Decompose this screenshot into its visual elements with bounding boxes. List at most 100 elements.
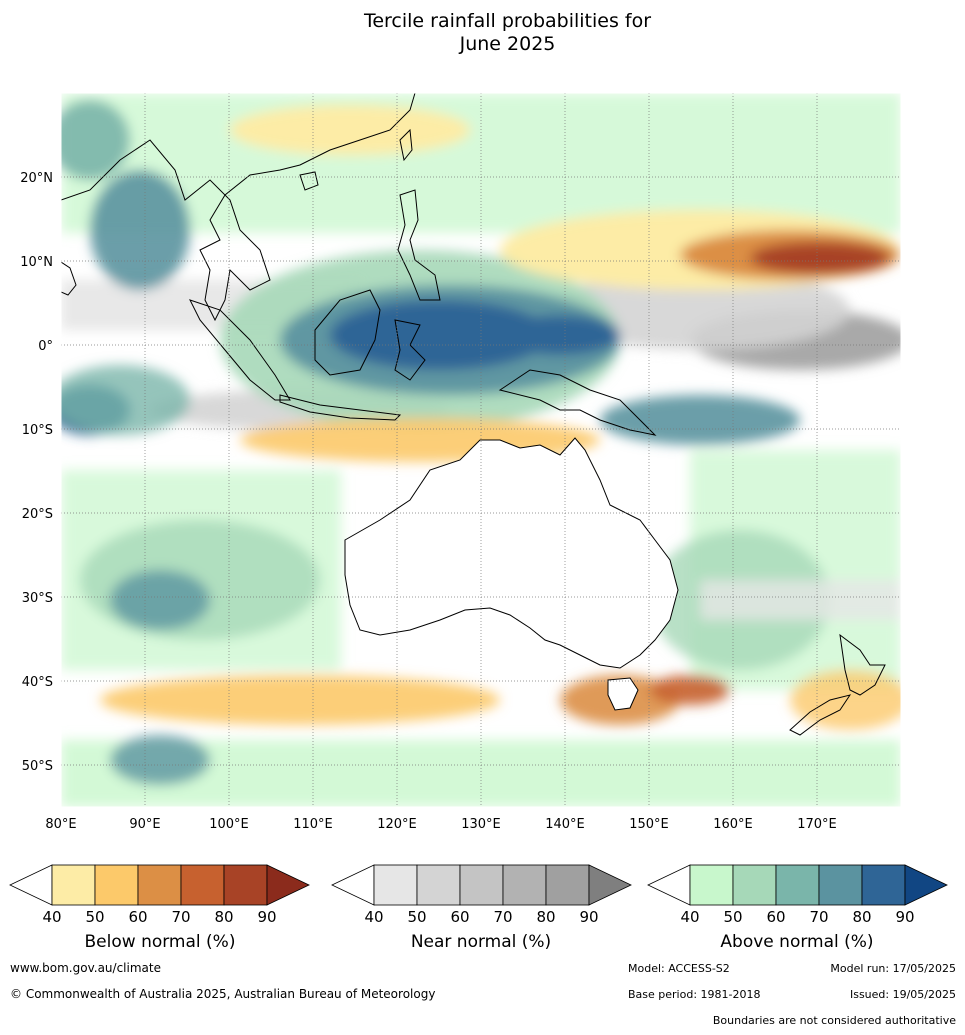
gridlines [60,93,901,807]
latitude-label: 10°S [22,423,53,438]
colorbar-near-tick-label: 40 [364,908,383,926]
borneo-outline [314,289,381,376]
latitude-label: 0° [38,339,53,354]
latitude-label: 20°S [22,507,53,522]
field-teal-png [600,395,800,445]
field-grey-tasman [700,580,901,620]
sri-lanka-outline [61,261,77,296]
colorbar-below-segment [223,864,268,906]
colorbar-below-low-extension [9,864,53,906]
footer-copyright: © Commonwealth of Australia 2025, Austra… [10,987,436,1001]
longitude-label: 100°E [209,817,249,832]
colorbar-below-segment [51,864,96,906]
longitude-label: 120°E [377,817,417,832]
longitude-labels: 80°E 90°E 100°E 110°E 120°E 130°E 140°E 150°E 16… [45,817,836,832]
latitude-label: 40°S [22,675,53,690]
field-yellow-south [100,675,500,725]
colorbar-above-segment [818,864,863,906]
field-teal-india [61,100,130,180]
asia-mainland-outline [61,93,416,322]
longitude-label: 150°E [629,817,669,832]
colorbar-near-tick-label: 90 [579,908,598,926]
colorbar-above-normal: 40 50 60 70 80 90 [647,864,948,926]
tasmania-outline [607,677,639,711]
field-blue-mc-east [500,315,620,355]
colorbar-above-tick-label: 60 [766,908,785,926]
legend-label-above: Above normal (%) [720,932,874,952]
colorbar-below-tick-label: 40 [42,908,61,926]
longitude-label: 170°E [797,817,837,832]
field-green-indian [80,520,320,640]
latitude-label: 50°S [22,759,53,774]
field-red-north-pacific [750,242,890,274]
colorbar-above-tick-label: 90 [895,908,914,926]
hainan-outline [299,171,319,191]
footer-model: Model: ACCESS-S2 [628,962,730,975]
field-teal-west [61,365,190,435]
colorbar-above-high-extension [904,864,948,906]
footer-issued: Issued: 19/05/2025 [849,988,956,1001]
field-teal-bay-bengal [90,170,190,290]
colorbar-near-low-extension [331,864,375,906]
title-line-1: Tercile rainfall probabilities for [363,10,652,32]
field-teal-south [110,735,210,785]
longitude-label: 90°E [129,817,160,832]
latitude-label: 10°N [20,255,53,270]
colorbar-below-tick-label: 50 [85,908,104,926]
colorbar-above-segment [732,864,777,906]
colorbar-below-tick-label: 80 [214,908,233,926]
legend-label-below: Below normal (%) [84,932,236,952]
footer-base-period: Base period: 1981-2018 [628,988,761,1001]
colorbar-near-segment [373,864,418,906]
map-frame [60,92,902,808]
colorbar-near-segment [416,864,461,906]
field-teal-indian [110,570,210,630]
colorbar-below-tick-label: 60 [128,908,147,926]
colorbar-below-high-extension [266,864,310,906]
new-zealand-outline [789,633,886,736]
footer-disclaimer: Boundaries are not considered authoritat… [712,1014,956,1027]
colorbar-below-tick-label: 70 [171,908,190,926]
taiwan-outline [399,128,413,162]
field-blue-mc [330,300,550,370]
longitude-label: 80°E [45,817,76,832]
colorbar-above-segment [689,864,734,906]
latitude-label: 20°N [20,171,53,186]
colorbar-near-segment [459,864,504,906]
colorbar-near-tick-label: 60 [450,908,469,926]
colorbar-near-tick-label: 70 [493,908,512,926]
java-outline [279,394,402,421]
footer-model-run: Model run: 17/05/2025 [830,962,956,975]
colorbar-below-segment [94,864,139,906]
legend-label-near: Near normal (%) [410,932,552,952]
colorbar-near-high-extension [588,864,632,906]
colorbar-below-segment [180,864,225,906]
colorbar-near-tick-label: 50 [407,908,426,926]
field-yellow-china [230,105,470,155]
colorbar-below-normal: 40 50 60 70 80 90 [9,864,310,926]
new-guinea-outline [498,369,657,436]
colorbar-above-segment [861,864,906,906]
colorbar-near-segment [502,864,547,906]
colorbar-above-tick-label: 40 [680,908,699,926]
map-title: Tercile rainfall probabilities for June … [0,10,965,56]
colorbar-near-tick-label: 80 [536,908,555,926]
latitude-label: 30°S [22,591,53,606]
footer-website: www.bom.gov.au/climate [10,961,161,975]
colorbar-above-low-extension [647,864,691,906]
colorbar-above-segment [775,864,820,906]
longitude-label: 140°E [545,817,585,832]
philippines-outline [397,189,441,301]
australia-outline [344,437,679,669]
colorbar-near-segment [545,864,590,906]
title-line-2: June 2025 [459,33,556,55]
sumatra-outline [189,299,291,401]
longitude-label: 160°E [713,817,753,832]
colorbar-below-tick-label: 90 [257,908,276,926]
colorbar-above-tick-label: 80 [852,908,871,926]
sulawesi-outline [394,319,426,381]
field-yellow-nz [790,670,901,730]
field-orange-tasman [650,675,730,705]
colorbar-near-normal: 40 50 60 70 80 90 [331,864,632,926]
